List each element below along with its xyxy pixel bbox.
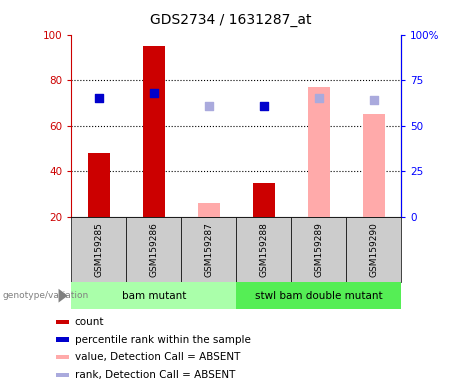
Text: GSM159285: GSM159285 — [95, 222, 103, 277]
Bar — [56, 338, 69, 342]
Bar — [71, 217, 126, 282]
Bar — [236, 217, 291, 282]
Point — [95, 95, 103, 101]
Text: GSM159288: GSM159288 — [259, 222, 268, 277]
Bar — [56, 320, 69, 324]
Point — [315, 95, 322, 101]
Text: value, Detection Call = ABSENT: value, Detection Call = ABSENT — [75, 353, 240, 362]
Bar — [71, 282, 236, 309]
Point — [260, 103, 267, 109]
Point — [205, 103, 213, 109]
Text: stwl bam double mutant: stwl bam double mutant — [255, 291, 383, 301]
Bar — [56, 373, 69, 377]
Text: GSM159286: GSM159286 — [149, 222, 159, 277]
Bar — [253, 183, 275, 217]
Text: GSM159289: GSM159289 — [314, 222, 323, 277]
Text: GDS2734 / 1631287_at: GDS2734 / 1631287_at — [150, 13, 311, 27]
Bar — [346, 217, 401, 282]
Text: rank, Detection Call = ABSENT: rank, Detection Call = ABSENT — [75, 370, 235, 380]
Bar — [198, 203, 220, 217]
Text: genotype/variation: genotype/variation — [2, 291, 89, 300]
Text: percentile rank within the sample: percentile rank within the sample — [75, 334, 251, 344]
Point — [370, 97, 377, 103]
Text: bam mutant: bam mutant — [122, 291, 186, 301]
Text: GSM159290: GSM159290 — [369, 222, 378, 277]
Bar — [88, 153, 110, 217]
Bar — [126, 217, 181, 282]
Text: GSM159287: GSM159287 — [204, 222, 213, 277]
Bar — [181, 217, 236, 282]
Bar — [143, 46, 165, 217]
Bar — [236, 282, 401, 309]
Bar — [291, 217, 346, 282]
Text: count: count — [75, 317, 104, 327]
Point — [150, 90, 158, 96]
Bar — [363, 114, 384, 217]
Polygon shape — [59, 289, 68, 303]
Bar — [56, 355, 69, 359]
Bar — [307, 87, 330, 217]
